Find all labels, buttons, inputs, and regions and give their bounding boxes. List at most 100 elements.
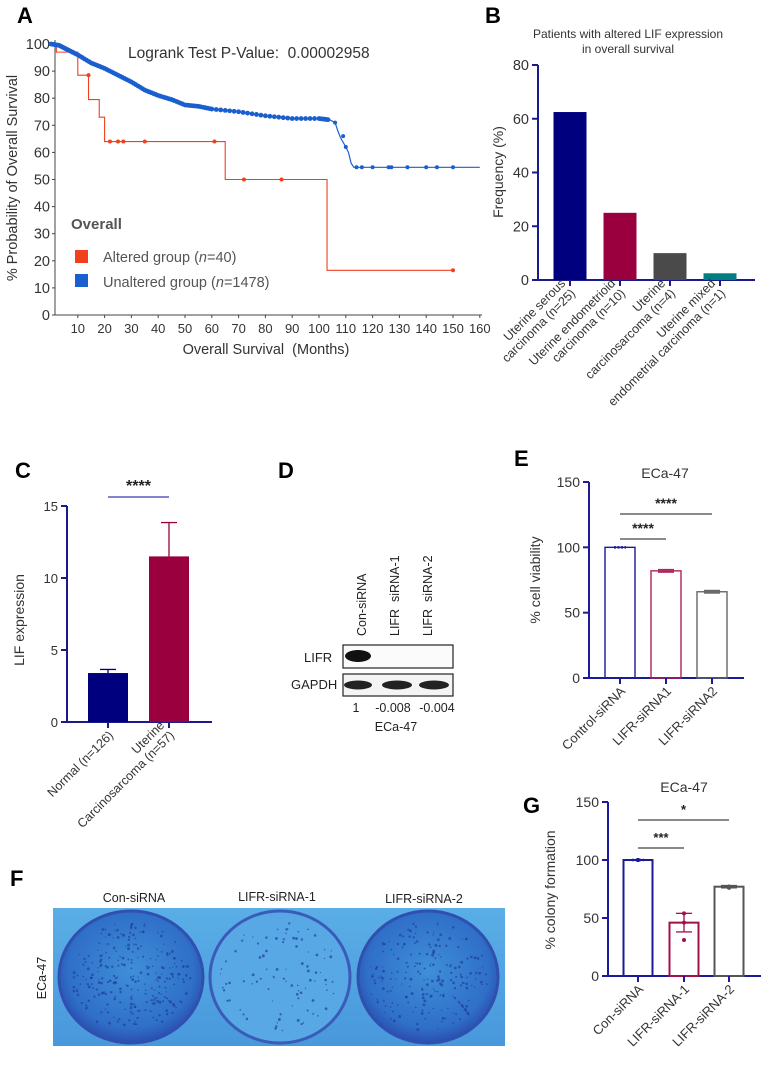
colony-dot [161, 973, 163, 975]
colony-dot [398, 1015, 402, 1018]
colony-dot [423, 967, 426, 970]
colony-dot [173, 983, 176, 986]
colony-plate-photo: Con-siRNA LIFR-siRNA-1 LIFR-siRNA-2 ECa-… [35, 890, 505, 1046]
colony-dot [101, 991, 104, 995]
colony-dot [317, 1015, 319, 1017]
colony-dot [416, 1028, 420, 1032]
censor-mark [424, 165, 429, 170]
colony-dot [171, 976, 174, 979]
colony-dot [440, 955, 442, 958]
colony-dot [144, 1009, 147, 1012]
colony-dot [486, 983, 488, 986]
y-tick-label: 100 [576, 852, 600, 868]
colony-dot [120, 963, 123, 966]
colony-dot [141, 930, 145, 934]
panel-label-f: F [10, 866, 23, 891]
legend-swatch-unaltered [75, 274, 88, 287]
colony-dot [382, 950, 385, 953]
colony-dot [460, 960, 464, 964]
censor-mark [405, 165, 410, 170]
colony-dot [431, 979, 434, 983]
colony-dot [134, 937, 137, 940]
colony-dot [112, 937, 114, 939]
x-tick-label: 10 [71, 321, 85, 336]
panel-label-b: B [485, 3, 501, 28]
colony-dot [95, 988, 98, 991]
colony-dot [459, 973, 462, 976]
colony-dot [122, 963, 126, 967]
x-tick-label: 130 [389, 321, 411, 336]
blot-quant: -0.004 [419, 701, 454, 715]
colony-dot [414, 1006, 417, 1009]
colony-dot [140, 945, 143, 948]
colony-dot [132, 975, 135, 978]
colony-dot [98, 978, 101, 980]
colony-dot [89, 976, 93, 979]
chart-title: Logrank Test P-Value: 0.00002958 [128, 45, 370, 62]
colony-dot [290, 984, 294, 987]
x-tick-label: 160 [469, 321, 491, 336]
colony-dot [414, 942, 416, 945]
colony-dot [127, 938, 130, 941]
colony-dot [460, 975, 463, 979]
y-tick-label: 30 [34, 227, 50, 243]
colony-dot [467, 1013, 470, 1016]
colony-dot [429, 964, 432, 967]
lane-label: Con-siRNA [355, 573, 369, 636]
colony-dot [228, 981, 231, 985]
panel-label-a: A [17, 3, 33, 28]
colony-dot [142, 955, 145, 958]
colony-dot [465, 937, 468, 941]
well-label: Con-siRNA [103, 891, 166, 905]
colony-dot [374, 967, 378, 971]
colony-dot [438, 944, 441, 948]
colony-dot [220, 968, 223, 970]
colony-dot [84, 960, 87, 963]
colony-dot [445, 963, 448, 966]
colony-dot [459, 984, 463, 987]
data-point [727, 885, 731, 890]
y-tick-label: 60 [513, 112, 529, 128]
colony-dot [389, 1006, 392, 1008]
colony-dot [166, 997, 169, 1000]
colony-dot [158, 1000, 162, 1004]
x-tick-label: 100 [308, 321, 330, 336]
colony-dot [386, 990, 389, 993]
colony-dot [441, 979, 445, 983]
colony-dot [80, 1001, 83, 1005]
colony-dot [134, 926, 137, 930]
colony-dot [288, 922, 291, 925]
colony-dot [137, 976, 139, 978]
x-tick-label: 20 [97, 321, 111, 336]
colony-dot [324, 1007, 328, 1011]
colony-dot [282, 977, 285, 980]
colony-dot [171, 1011, 174, 1015]
colony-dot [175, 1006, 177, 1009]
colony-dot [100, 932, 102, 935]
colony-dot [396, 942, 400, 946]
chart-b-title-line1: Patients with altered LIF expression [533, 27, 723, 41]
censor-mark [86, 73, 91, 78]
bar [603, 212, 637, 280]
censor-mark [354, 165, 359, 170]
colony-dot [267, 988, 270, 991]
colony-dot [285, 932, 287, 935]
colony-dot [151, 965, 154, 967]
colony-dot [449, 979, 453, 982]
colony-dot [130, 967, 133, 970]
colony-dot [391, 986, 394, 988]
colony-dot [225, 982, 228, 986]
bar [713, 885, 745, 977]
colony-dot [434, 957, 437, 960]
colony-dot [279, 1013, 282, 1016]
x-tick-label: 70 [231, 321, 245, 336]
colony-dot [282, 938, 285, 941]
colony-dot [326, 989, 328, 991]
censor-mark [240, 110, 246, 115]
x-tick-label: 30 [124, 321, 138, 336]
colony-dot [91, 973, 94, 977]
colony-dot [439, 933, 442, 937]
colony-dot [125, 945, 127, 947]
colony-dot [408, 935, 411, 938]
colony-dot [143, 924, 146, 927]
